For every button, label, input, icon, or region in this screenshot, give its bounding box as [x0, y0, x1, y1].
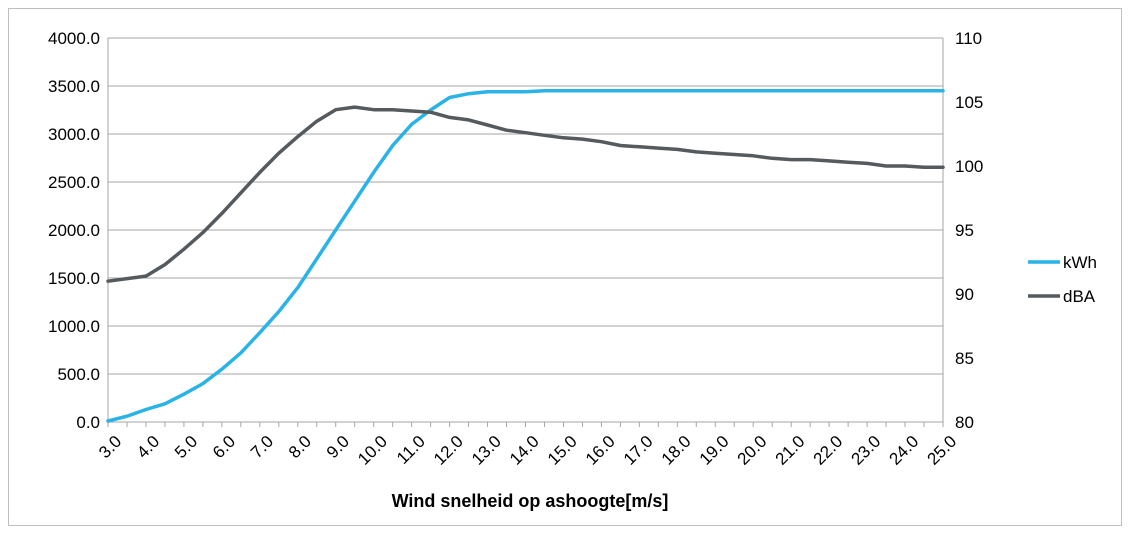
x-tick-label: 14.0 [506, 432, 543, 469]
right-y-tick-label: 85 [955, 349, 974, 368]
x-tick-label: 21.0 [772, 432, 809, 469]
right-y-tick-label: 90 [955, 285, 974, 304]
x-axis-label: Wind snelheid op ashoogte[m/s] [392, 491, 669, 511]
left-y-tick-label: 2000.0 [48, 221, 100, 240]
x-tick-label: 4.0 [133, 432, 163, 462]
right-y-axis-ticks: 80 85 90 95 100 105 110 [955, 29, 983, 432]
right-y-tick-label: 110 [955, 29, 982, 48]
x-tick-label: 17.0 [620, 432, 657, 469]
x-tick-label: 15.0 [544, 432, 581, 469]
x-tick-label: 5.0 [171, 432, 201, 462]
left-y-tick-label: 1500.0 [48, 269, 100, 288]
right-y-tick-label: 95 [955, 221, 974, 240]
x-tick-label: 11.0 [393, 432, 429, 468]
left-y-axis-ticks: 0.0 500.0 1000.0 1500.0 2000.0 2500.0 3000.0 35… [48, 29, 100, 432]
x-tick-label: 16.0 [582, 432, 619, 469]
left-y-tick-label: 3000.0 [48, 125, 100, 144]
left-y-tick-label: 4000.0 [48, 29, 100, 48]
left-y-tick-label: 0.0 [76, 413, 100, 432]
x-tick-label: 18.0 [658, 432, 695, 469]
left-y-tick-label: 2500.0 [48, 173, 100, 192]
right-y-tick-label: 80 [955, 413, 974, 432]
left-y-tick-label: 500.0 [57, 365, 100, 384]
x-axis-ticks: 3.0 4.0 5.0 6.0 7.0 8.0 9.0 10.0 11.0 12.0 13.0 14.… [95, 432, 960, 469]
series-lines [106, 89, 945, 423]
x-tick-label: 19.0 [696, 432, 733, 469]
x-tick-label: 7.0 [247, 432, 277, 462]
x-tick-label: 25.0 [923, 432, 960, 469]
series-line-dba [106, 105, 945, 283]
legend-label-dba: dBA [1063, 287, 1096, 306]
x-tick-label: 20.0 [734, 432, 771, 469]
x-tick-label: 8.0 [285, 432, 315, 462]
right-y-tick-label: 105 [955, 93, 983, 112]
x-tick-label: 3.0 [95, 432, 125, 462]
x-tick-label: 9.0 [323, 432, 353, 462]
right-y-tick-label: 100 [955, 157, 983, 176]
x-tick-label: 13.0 [468, 432, 505, 469]
legend-label-kwh: kWh [1063, 253, 1097, 272]
x-tick-label: 12.0 [430, 432, 467, 469]
x-tick-label: 24.0 [886, 432, 923, 469]
x-tick-label: 23.0 [848, 432, 885, 469]
left-y-tick-label: 3500.0 [48, 77, 100, 96]
x-tick-label: 22.0 [810, 432, 847, 469]
chart-frame [8, 8, 1122, 526]
gridlines [107, 37, 944, 427]
series-line-kwh [106, 89, 945, 423]
legend: kWh dBA [1028, 253, 1097, 306]
x-tick-label: 10.0 [354, 432, 391, 469]
left-y-tick-label: 1000.0 [48, 317, 100, 336]
x-tick-label: 6.0 [209, 432, 239, 462]
